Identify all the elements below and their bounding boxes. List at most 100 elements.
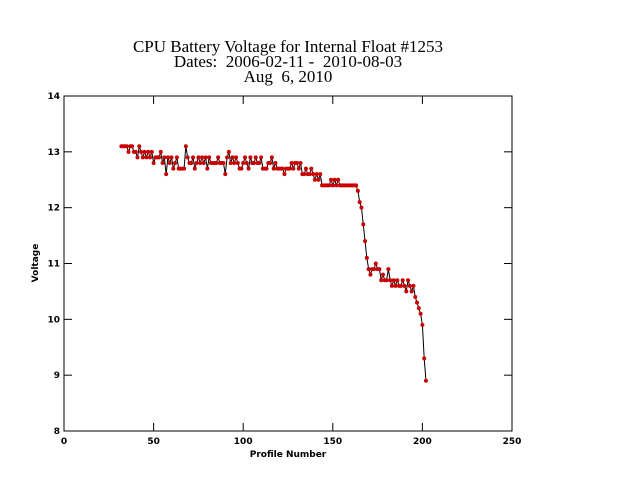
data-point	[151, 161, 156, 165]
data-point	[185, 155, 190, 160]
data-point	[140, 155, 145, 160]
data-point	[411, 283, 416, 288]
data-point	[355, 188, 360, 193]
data-point	[273, 161, 278, 165]
data-point	[311, 172, 316, 177]
data-point	[393, 283, 398, 288]
data-point	[144, 155, 149, 160]
data-point	[167, 161, 172, 165]
y-tick-label: 13	[47, 148, 60, 158]
data-point	[189, 161, 194, 165]
y-tick-label: 10	[47, 315, 60, 325]
data-point	[148, 155, 153, 160]
data-point	[160, 161, 165, 165]
data-point	[169, 155, 174, 160]
data-point	[395, 278, 400, 283]
data-point	[239, 166, 244, 171]
data-point	[158, 149, 163, 154]
data-point	[400, 278, 405, 283]
data-point	[418, 311, 423, 316]
data-point	[329, 177, 334, 182]
data-point	[312, 177, 317, 182]
data-point	[422, 356, 427, 361]
data-point	[253, 155, 258, 160]
data-point	[389, 283, 394, 288]
data-point	[409, 289, 414, 294]
data-point	[251, 161, 256, 165]
y-tick-label: 9	[54, 371, 60, 381]
data-point	[380, 272, 385, 277]
data-point	[137, 144, 142, 149]
data-point	[280, 166, 285, 171]
data-point	[357, 200, 362, 205]
data-point	[415, 300, 420, 305]
data-point	[235, 161, 240, 165]
data-point	[384, 278, 389, 283]
data-point	[330, 183, 335, 188]
data-point	[416, 306, 421, 311]
data-point	[264, 166, 269, 171]
data-point	[332, 177, 337, 182]
data-point	[302, 172, 307, 177]
data-point	[294, 161, 299, 165]
x-tick-label: 0	[61, 437, 67, 447]
data-point	[146, 149, 151, 154]
data-point	[398, 283, 403, 288]
data-point	[149, 149, 154, 154]
data-point	[298, 161, 303, 165]
data-point	[182, 166, 187, 171]
data-point	[287, 166, 292, 171]
data-point	[282, 172, 287, 177]
data-point	[142, 149, 147, 154]
data-point	[183, 144, 188, 149]
data-point	[135, 155, 140, 160]
data-point	[203, 155, 208, 160]
data-point	[404, 289, 409, 294]
data-point	[198, 161, 203, 165]
data-point	[423, 378, 428, 383]
data-point	[296, 166, 301, 171]
data-point	[269, 155, 274, 160]
data-point	[364, 255, 369, 260]
data-point	[246, 166, 251, 171]
data-point	[232, 161, 237, 165]
title-line: CPU Battery Voltage for Internal Float #…	[133, 37, 443, 56]
data-point	[156, 155, 161, 160]
y-axis-label: Voltage	[31, 244, 41, 283]
data-point	[257, 161, 262, 165]
data-point	[271, 166, 276, 171]
title-line: Aug 6, 2010	[244, 67, 333, 86]
data-point	[268, 161, 273, 165]
data-point	[194, 161, 199, 165]
data-point	[372, 267, 377, 272]
y-tick-label: 11	[47, 260, 60, 270]
data-point	[363, 239, 368, 244]
data-point	[244, 161, 249, 165]
y-tick-label: 12	[47, 204, 60, 214]
data-point	[191, 155, 196, 160]
data-point	[124, 144, 129, 149]
data-point	[242, 155, 247, 160]
data-point	[216, 155, 221, 160]
x-tick-label: 150	[323, 437, 342, 447]
data-point	[133, 149, 138, 154]
data-point	[162, 155, 167, 160]
data-point	[336, 177, 341, 182]
y-tick-label: 14	[47, 92, 60, 102]
x-axis-label: Profile Number	[250, 450, 327, 460]
data-point	[248, 155, 253, 160]
data-point	[291, 166, 296, 171]
data-point	[230, 155, 235, 160]
data-point	[289, 161, 294, 165]
data-point	[368, 272, 373, 277]
data-point	[196, 155, 201, 160]
data-point	[241, 161, 246, 165]
data-point	[174, 155, 179, 160]
data-point	[366, 267, 371, 272]
data-point	[225, 155, 230, 160]
data-point	[164, 172, 169, 177]
data-point	[406, 278, 411, 283]
data-point	[226, 149, 231, 154]
data-point	[334, 183, 339, 188]
data-point	[165, 155, 170, 160]
